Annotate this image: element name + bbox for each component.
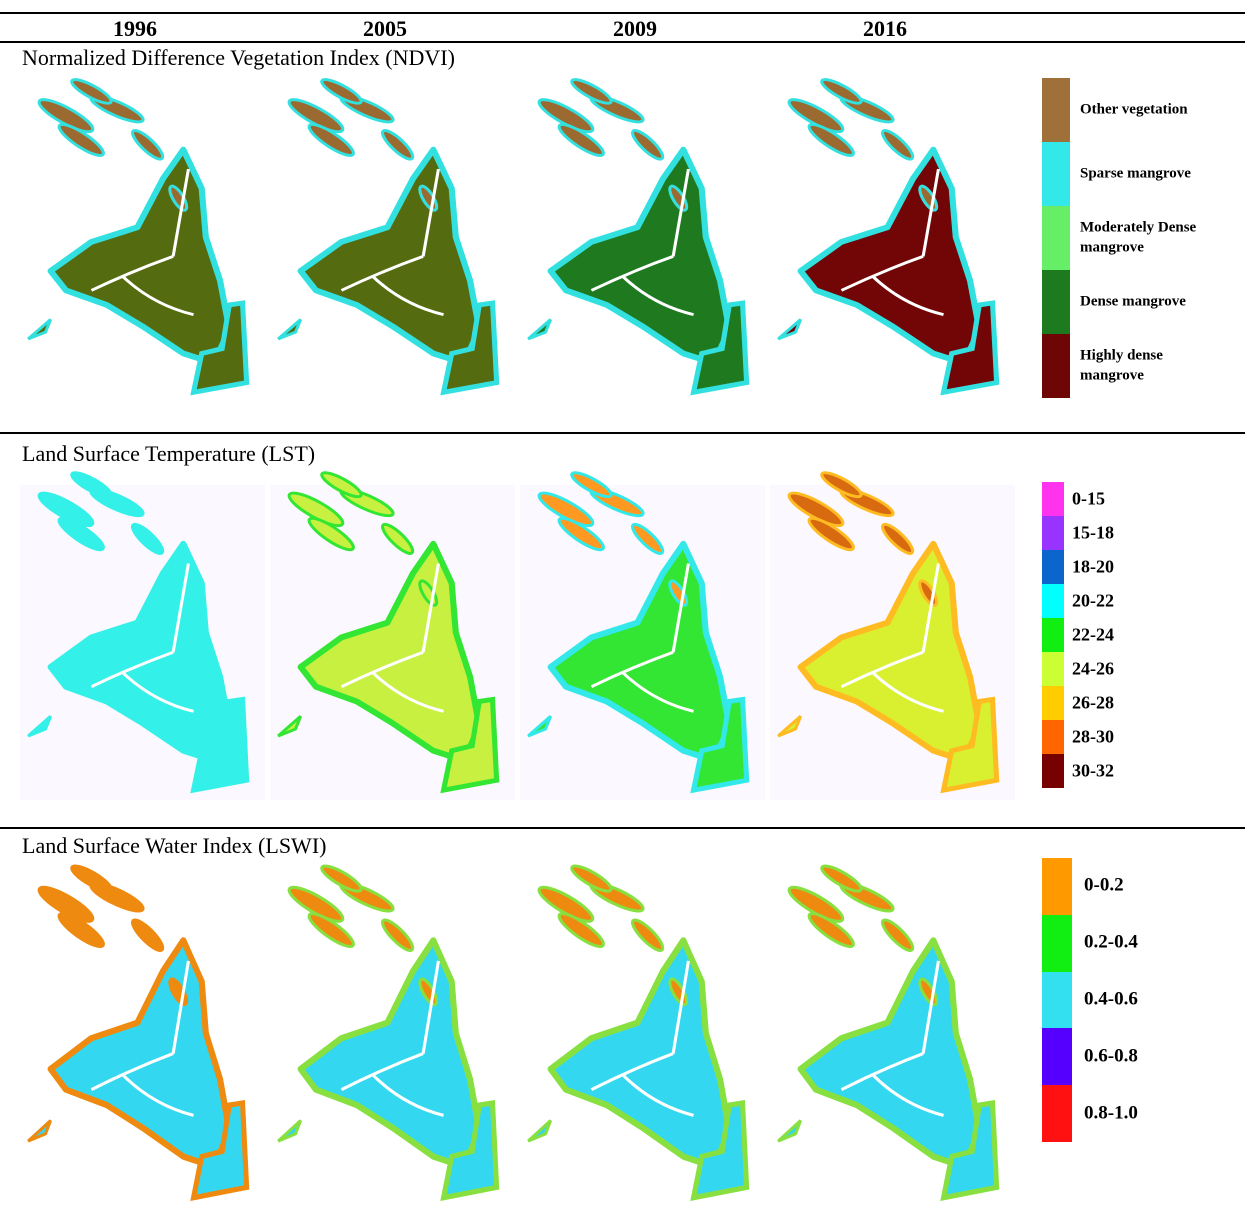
map-panel — [270, 72, 515, 402]
legend-label: 28-30 — [1072, 725, 1222, 748]
legend-label: 22-24 — [1072, 623, 1222, 646]
map-panel — [520, 465, 765, 800]
map-shape — [301, 940, 480, 1166]
map-shape — [778, 320, 800, 339]
legend-swatch — [1042, 915, 1072, 972]
legend-swatch — [1042, 270, 1070, 334]
map-panel — [270, 858, 515, 1208]
map-panel — [520, 858, 765, 1208]
legend-label: 0-15 — [1072, 487, 1222, 510]
year-header: 2009 — [595, 16, 675, 42]
map-shape — [528, 320, 550, 339]
legend-swatch — [1042, 972, 1072, 1029]
legend-swatch — [1042, 482, 1064, 516]
map-panel — [20, 72, 265, 402]
legend-swatch — [1042, 754, 1064, 788]
legend-swatch — [1042, 78, 1070, 142]
legend-label: 15-18 — [1072, 521, 1222, 544]
legend-label: 0.6-0.8 — [1084, 1044, 1234, 1069]
legend-label: Sparse mangrove — [1080, 164, 1230, 184]
map-panel — [20, 465, 265, 800]
section-title: Land Surface Temperature (LST) — [22, 441, 315, 467]
legend-label: Moderately Dense mangrove — [1080, 219, 1230, 258]
legend-swatch — [1042, 1085, 1072, 1142]
map-shape — [51, 940, 230, 1166]
legend-label: Other vegetation — [1080, 100, 1230, 120]
divider — [0, 827, 1245, 829]
map-panel — [770, 72, 1015, 402]
map-shape — [278, 1121, 300, 1142]
legend-swatch — [1042, 1028, 1072, 1085]
map-panel — [20, 858, 265, 1208]
map-shape — [278, 320, 300, 339]
map-shape — [129, 127, 167, 163]
legend-swatch — [1042, 652, 1064, 686]
figure: 1996 2005 2009 2016 Normalized Difference Ve… — [0, 0, 1245, 1210]
map-shape — [51, 150, 230, 364]
legend-swatch — [1042, 584, 1064, 618]
map-shape — [778, 1121, 800, 1142]
legend-label: 30-32 — [1072, 759, 1222, 782]
legend-label: 0.2-0.4 — [1084, 931, 1234, 956]
map-shape — [801, 940, 980, 1166]
map-shape — [551, 940, 730, 1166]
legend-label: Highly dense mangrove — [1080, 347, 1230, 386]
legend-label: 0.8-1.0 — [1084, 1101, 1234, 1126]
legend-swatch — [1042, 686, 1064, 720]
legend-swatch — [1042, 142, 1070, 206]
map-shape — [129, 916, 167, 954]
map-shape — [551, 150, 730, 364]
map-shape — [528, 1121, 550, 1142]
legend-label: 20-22 — [1072, 589, 1222, 612]
map-panel — [520, 72, 765, 402]
year-header: 2016 — [845, 16, 925, 42]
legend-swatch — [1042, 858, 1072, 915]
legend-label: 0-0.2 — [1084, 874, 1234, 899]
legend-label: 26-28 — [1072, 691, 1222, 714]
divider — [0, 432, 1245, 434]
legend-swatch — [1042, 618, 1064, 652]
section-title: Land Surface Water Index (LSWI) — [22, 833, 326, 859]
year-header: 1996 — [95, 16, 175, 42]
map-shape — [629, 127, 667, 163]
legend-swatch — [1042, 516, 1064, 550]
legend-swatch — [1042, 550, 1064, 584]
divider — [0, 12, 1245, 14]
map-shape — [629, 916, 667, 954]
map-shape — [28, 320, 50, 339]
map-shape — [801, 150, 980, 364]
legend-swatch — [1042, 720, 1064, 754]
map-panel — [270, 465, 515, 800]
legend-swatch — [1042, 334, 1070, 398]
map-panel — [770, 858, 1015, 1208]
section-title: Normalized Difference Vegetation Index (… — [22, 45, 455, 71]
map-shape — [301, 150, 480, 364]
year-header: 2005 — [345, 16, 425, 42]
map-panel — [770, 465, 1015, 800]
legend-label: 0.4-0.6 — [1084, 988, 1234, 1013]
legend-label: 18-20 — [1072, 555, 1222, 578]
map-shape — [879, 127, 917, 163]
legend-label: Dense mangrove — [1080, 292, 1230, 312]
legend-label: 24-26 — [1072, 657, 1222, 680]
legend-swatch — [1042, 206, 1070, 270]
map-shape — [879, 916, 917, 954]
map-shape — [379, 916, 417, 954]
map-shape — [28, 1121, 50, 1142]
map-shape — [379, 127, 417, 163]
